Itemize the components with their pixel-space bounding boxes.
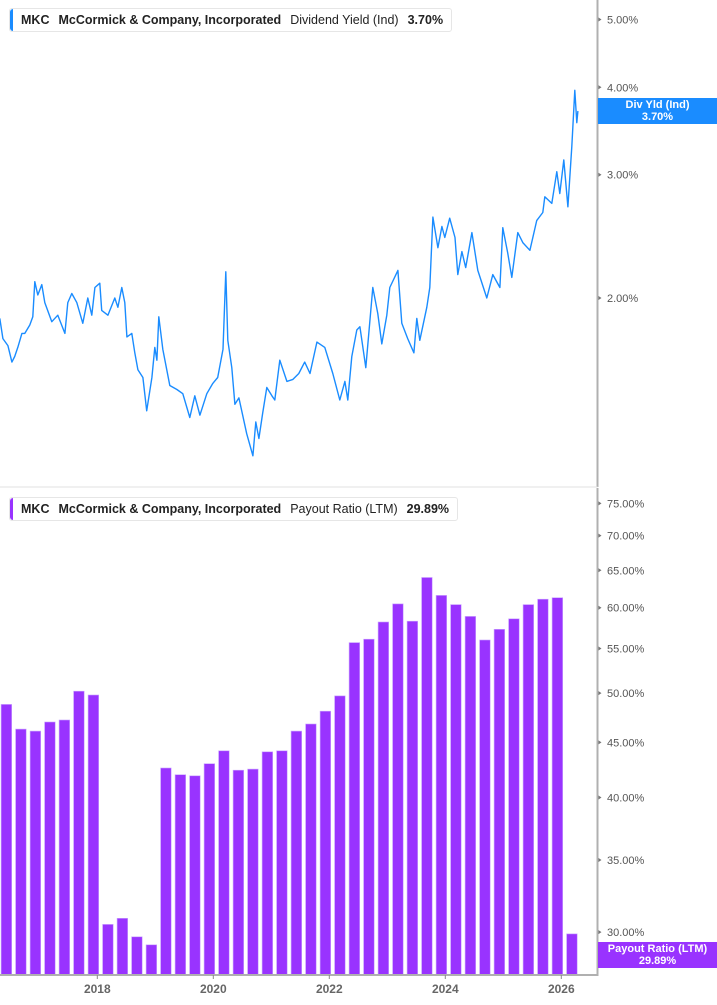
- legend-color-swatch: [10, 9, 13, 31]
- y-tick-label: 3.00%: [607, 170, 638, 182]
- y-tick-label: 30.00%: [607, 927, 645, 939]
- dividend-yield-line: [0, 89, 579, 457]
- y-tick-label: 40.00%: [607, 793, 645, 805]
- payout-bar: [551, 597, 563, 976]
- legend-ticker: MKC: [21, 13, 50, 27]
- payout-bar: [44, 721, 56, 976]
- x-tick-label: 2020: [200, 982, 227, 996]
- payout-bar: [450, 604, 462, 976]
- legend-color-swatch: [10, 498, 13, 520]
- y-tick-mark: [598, 930, 602, 935]
- badge-value: 3.70%: [641, 111, 674, 123]
- payout-bar: [479, 639, 491, 976]
- y-tick-label: 45.00%: [607, 737, 645, 749]
- y-tick-mark: [598, 17, 602, 22]
- legend-value: 3.70%: [407, 13, 444, 27]
- payout-bar: [203, 763, 216, 976]
- payout-ratio-current-badge: Payout Ratio (LTM) 29.89%: [598, 942, 717, 968]
- payout-bar: [464, 616, 477, 976]
- y-tick-label: 75.00%: [607, 498, 645, 510]
- y-tick-mark: [598, 646, 602, 651]
- payout-bar: [392, 603, 404, 976]
- payout-bar: [174, 774, 187, 976]
- dividend-yield-legend: MKC McCormick & Company, Incorporated Di…: [9, 8, 453, 32]
- legend-ticker: MKC: [21, 502, 50, 516]
- y-tick-mark: [598, 795, 602, 800]
- payout-bar: [508, 618, 520, 976]
- payout-bar: [15, 728, 27, 976]
- payout-bar: [218, 750, 230, 976]
- payout-bar: [232, 769, 245, 976]
- y-tick-mark: [598, 858, 602, 862]
- y-tick-mark: [598, 691, 602, 696]
- y-tick-label: 50.00%: [607, 688, 645, 700]
- payout-bar: [189, 775, 201, 976]
- badge-value: 29.89%: [638, 955, 677, 967]
- legend-value: 29.89%: [406, 502, 450, 516]
- x-axis: 2018 2020 2022 2024 2026: [84, 975, 575, 996]
- payout-bar: [247, 768, 259, 976]
- y-tick-label: 35.00%: [607, 855, 645, 867]
- y-tick-label: 70.00%: [607, 531, 645, 543]
- payout-bar: [537, 598, 549, 976]
- y-tick-mark: [598, 533, 602, 538]
- y-tick-label: 4.00%: [607, 82, 638, 94]
- legend-metric: Dividend Yield (Ind): [290, 13, 399, 27]
- payout-bar: [29, 730, 42, 976]
- y-tick-mark: [598, 501, 602, 506]
- y-tick-label: 55.00%: [607, 643, 645, 655]
- payout-bar: [160, 767, 172, 976]
- payout-bar: [377, 621, 390, 976]
- payout-bar: [0, 704, 13, 976]
- legend-company: McCormick & Company, Incorporated: [58, 13, 282, 27]
- y-tick-mark: [598, 172, 602, 177]
- payout-bar: [435, 595, 448, 976]
- y-tick-label: 65.00%: [607, 565, 645, 577]
- legend-metric: Payout Ratio (LTM): [290, 502, 398, 516]
- payout-bar: [334, 695, 346, 976]
- payout-bar: [421, 577, 433, 976]
- payout-bar: [102, 924, 114, 976]
- badge-label: Div Yld (Ind): [625, 99, 690, 111]
- payout-bar: [522, 604, 534, 976]
- payout-bar: [493, 628, 506, 976]
- payout-bar: [363, 638, 375, 976]
- y-tick-mark: [598, 296, 602, 300]
- payout-bar: [87, 694, 99, 976]
- payout-bar: [73, 690, 85, 976]
- y-tick-mark: [598, 605, 602, 610]
- payout-bar: [290, 730, 303, 976]
- y-tick-mark: [598, 740, 602, 745]
- payout-bar: [276, 750, 288, 976]
- y-tick-mark: [598, 85, 602, 90]
- payout-bar: [261, 751, 274, 976]
- payout-bar: [319, 710, 332, 976]
- payout-bar: [348, 642, 361, 976]
- y-tick-label: 2.00%: [607, 293, 638, 305]
- dividend-yield-panel: 5.00% 4.00% 3.00% 2.00%: [0, 0, 638, 488]
- badge-label: Payout Ratio (LTM): [607, 943, 708, 955]
- payout-bar: [145, 944, 158, 976]
- y-tick-label: 5.00%: [607, 14, 638, 26]
- payout-ratio-panel: 75.00% 70.00% 65.00% 60.00% 55.00% 50.00% 45.0…: [0, 488, 645, 976]
- x-tick-label: 2022: [316, 982, 343, 996]
- payout-bar: [305, 723, 317, 976]
- payout-bar: [566, 933, 578, 976]
- payout-bar: [406, 620, 419, 976]
- dividend-yield-current-badge: Div Yld (Ind) 3.70%: [598, 98, 717, 124]
- legend-company: McCormick & Company, Incorporated: [58, 502, 282, 516]
- payout-bar: [58, 719, 70, 976]
- y-tick-label: 60.00%: [607, 603, 645, 615]
- x-tick-label: 2024: [432, 982, 459, 996]
- payout-ratio-legend: MKC McCormick & Company, Incorporated Pa…: [9, 497, 459, 521]
- payout-bar: [116, 917, 128, 976]
- payout-bar: [131, 936, 143, 976]
- y-tick-mark: [598, 568, 602, 573]
- x-tick-label: 2026: [548, 982, 575, 996]
- x-tick-label: 2018: [84, 982, 111, 996]
